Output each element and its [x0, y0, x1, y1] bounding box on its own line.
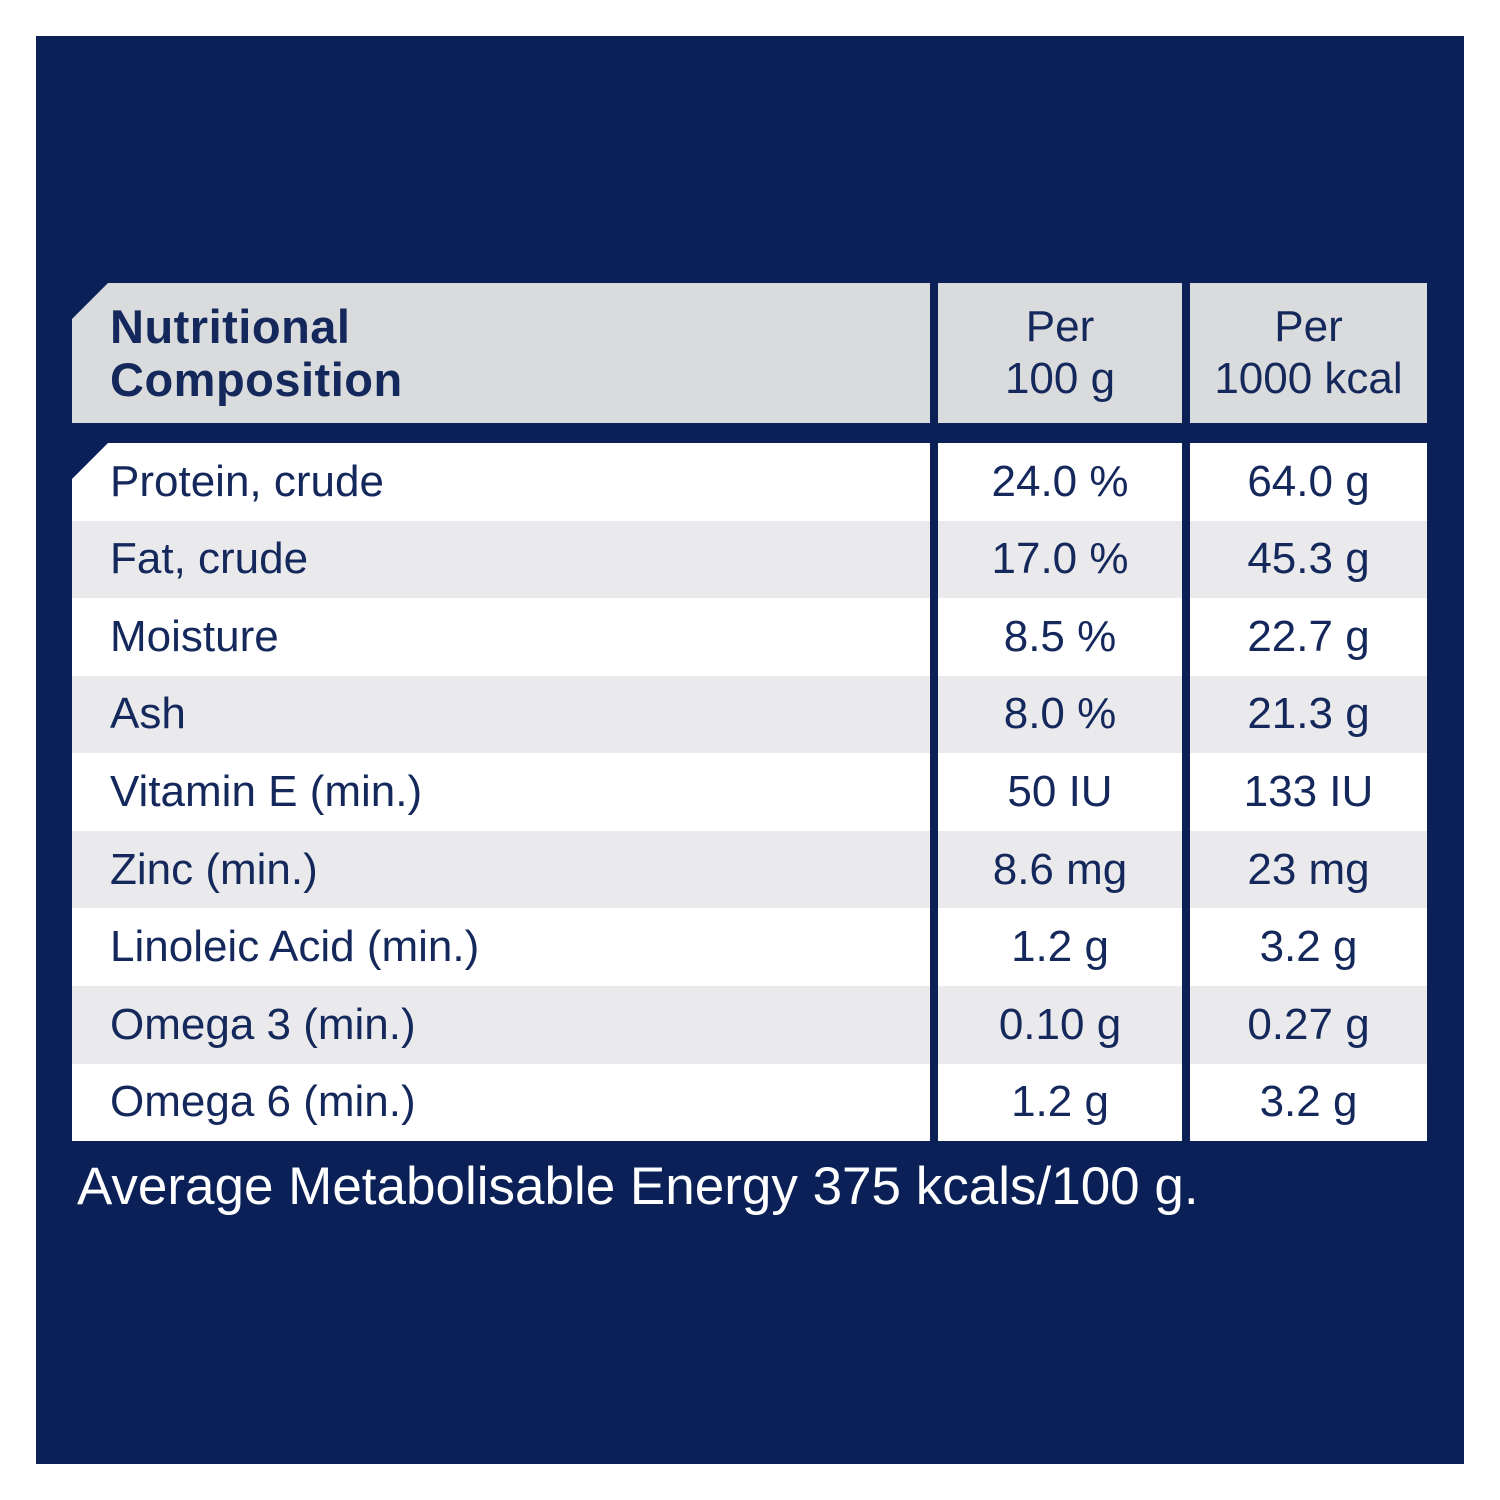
row-per-100g: 8.5 %: [938, 598, 1182, 676]
table-row: Ash 8.0 % 21.3 g: [72, 675, 1427, 754]
energy-note: Average Metabolisable Energy 375 kcals/1…: [77, 1157, 1199, 1216]
row-per-100g: 1.2 g: [938, 1063, 1182, 1141]
row-label: Ash: [72, 675, 930, 754]
row-per-100g: 50 IU: [938, 753, 1182, 831]
row-per-100g: 8.6 mg: [938, 830, 1182, 909]
header-title-line1: Nutritional: [110, 299, 351, 353]
nutrition-panel: Nutritional Composition Per 100 g Per 10…: [36, 36, 1464, 1464]
row-per-1000kcal: 21.3 g: [1190, 675, 1427, 754]
row-label: Omega 6 (min.): [72, 1063, 930, 1141]
header-per-1000kcal: Per 1000 kcal: [1190, 283, 1427, 423]
row-per-100g: 0.10 g: [938, 985, 1182, 1064]
row-per-1000kcal: 3.2 g: [1190, 1063, 1427, 1141]
row-per-100g: 24.0 %: [938, 443, 1182, 521]
table-body: Protein, crude 24.0 % 64.0 g Fat, crude 17.0…: [72, 443, 1427, 1141]
column-divider: [930, 753, 938, 831]
column-divider: [930, 830, 938, 909]
column-divider: [930, 1063, 938, 1141]
row-label: Protein, crude: [72, 443, 930, 521]
column-divider: [1182, 985, 1190, 1064]
row-per-1000kcal: 22.7 g: [1190, 598, 1427, 676]
row-label: Moisture: [72, 598, 930, 676]
table-row: Protein, crude 24.0 % 64.0 g: [72, 443, 1427, 521]
row-per-1000kcal: 133 IU: [1190, 753, 1427, 831]
column-divider: [930, 283, 938, 423]
column-divider: [930, 520, 938, 599]
row-per-1000kcal: 45.3 g: [1190, 520, 1427, 599]
header-per-1000kcal-line1: Per: [1274, 302, 1343, 352]
header-title-line2: Composition: [110, 353, 403, 406]
column-divider: [1182, 283, 1190, 423]
header-nutritional-composition: Nutritional Composition: [72, 283, 930, 423]
table-header-row: Nutritional Composition Per 100 g Per 10…: [72, 283, 1427, 423]
row-per-100g: 8.0 %: [938, 675, 1182, 754]
header-per-100g: Per 100 g: [938, 283, 1182, 423]
row-label: Omega 3 (min.): [72, 985, 930, 1064]
column-divider: [1182, 753, 1190, 831]
table-row: Linoleic Acid (min.) 1.2 g 3.2 g: [72, 908, 1427, 986]
column-divider: [1182, 443, 1190, 521]
row-label: Zinc (min.): [72, 830, 930, 909]
table-row: Moisture 8.5 % 22.7 g: [72, 598, 1427, 676]
row-per-100g: 1.2 g: [938, 908, 1182, 986]
row-per-1000kcal: 0.27 g: [1190, 985, 1427, 1064]
table-row: Vitamin E (min.) 50 IU 133 IU: [72, 753, 1427, 831]
row-per-100g: 17.0 %: [938, 520, 1182, 599]
column-divider: [930, 675, 938, 754]
row-per-1000kcal: 64.0 g: [1190, 443, 1427, 521]
column-divider: [1182, 598, 1190, 676]
table-row: Omega 6 (min.) 1.2 g 3.2 g: [72, 1063, 1427, 1141]
header-per-100g-line2: 100 g: [1004, 354, 1116, 403]
column-divider: [1182, 908, 1190, 986]
table-row: Omega 3 (min.) 0.10 g 0.27 g: [72, 985, 1427, 1064]
table-row: Fat, crude 17.0 % 45.3 g: [72, 520, 1427, 599]
row-label: Fat, crude: [72, 520, 930, 599]
row-per-1000kcal: 23 mg: [1190, 830, 1427, 909]
row-per-1000kcal: 3.2 g: [1190, 908, 1427, 986]
column-divider: [1182, 520, 1190, 599]
column-divider: [1182, 1063, 1190, 1141]
header-per-1000kcal-line2: 1000 kcal: [1214, 354, 1403, 403]
column-divider: [1182, 675, 1190, 754]
table-row: Zinc (min.) 8.6 mg 23 mg: [72, 830, 1427, 909]
row-label: Vitamin E (min.): [72, 753, 930, 831]
column-divider: [930, 443, 938, 521]
column-divider: [930, 985, 938, 1064]
header-per-100g-line1: Per: [1025, 302, 1095, 352]
row-label: Linoleic Acid (min.): [72, 908, 930, 986]
column-divider: [1182, 830, 1190, 909]
column-divider: [930, 598, 938, 676]
column-divider: [930, 908, 938, 986]
